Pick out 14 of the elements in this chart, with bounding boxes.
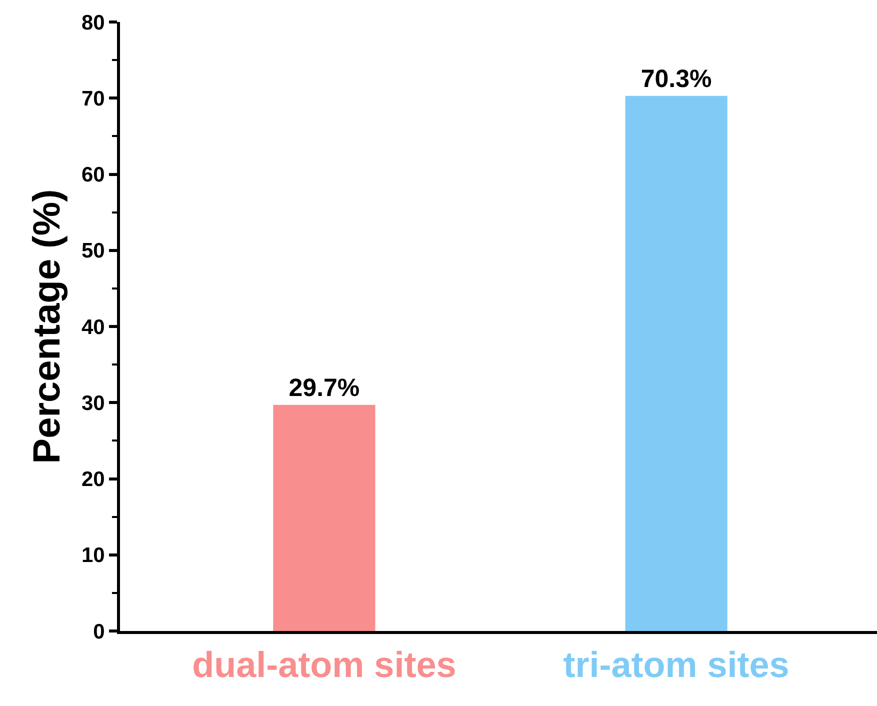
- data-label: 70.3%: [640, 64, 712, 93]
- x-tick-label: dual-atom sites: [192, 644, 456, 686]
- y-tick-label: 30: [81, 392, 105, 415]
- y-tick-label: 40: [81, 316, 105, 339]
- y-axis-title: Percentage (%): [26, 189, 69, 464]
- data-label: 29.7%: [288, 374, 360, 402]
- y-tick-label: 70: [81, 87, 105, 110]
- y-tick-label: 0: [93, 620, 105, 644]
- y-tick-label: 60: [81, 164, 105, 187]
- y-tick-label: 10: [81, 544, 105, 568]
- y-tick-label: 20: [81, 468, 105, 492]
- y-tick-label: 50: [81, 240, 105, 263]
- y-tick-label: 80: [81, 11, 105, 34]
- x-tick-label: tri-atom sites: [563, 644, 790, 686]
